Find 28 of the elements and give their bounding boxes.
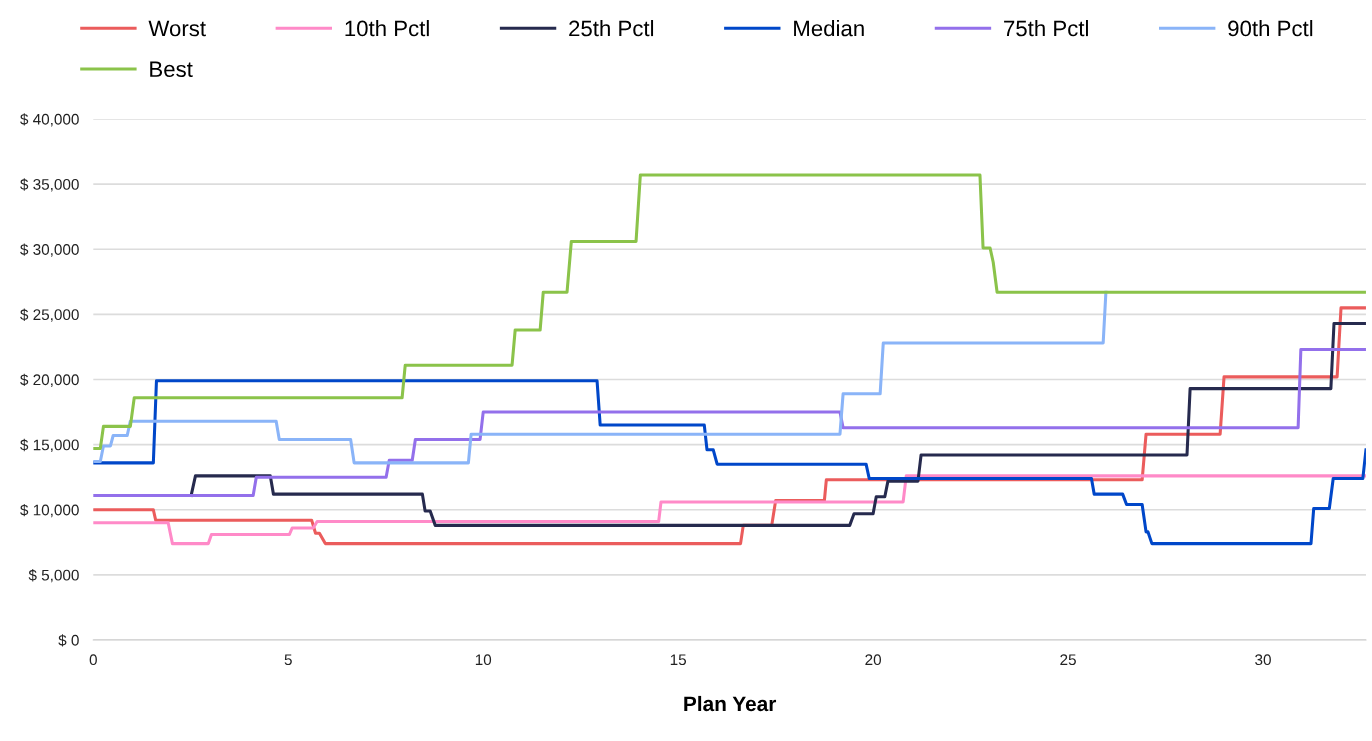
line-series	[93, 348, 1366, 497]
x-tick-label: 5	[284, 654, 292, 666]
legend-label: 10th Pctl	[345, 20, 429, 37]
legend-label: 90th Pctl	[1228, 20, 1313, 37]
line-series	[93, 173, 1366, 451]
y-tick-label: $ 35,000	[20, 178, 79, 192]
legend-label: 75th Pctl	[1004, 20, 1088, 37]
legend-label: Worst	[148, 20, 206, 37]
x-tick-label: 10	[475, 654, 492, 666]
y-tick-label: $ 15,000	[20, 438, 79, 453]
y-tick-label: $ 25,000	[20, 308, 79, 322]
line-series	[93, 379, 1366, 546]
x-tick-label: 20	[865, 654, 882, 666]
y-tick-label: $ 40,000	[20, 113, 79, 127]
x-tick-label: 30	[1255, 654, 1271, 666]
legend-label: Median	[794, 20, 864, 37]
y-tick-label: $ 0	[58, 634, 79, 647]
y-tick-label: $ 10,000	[20, 503, 79, 518]
x-axis-title: Plan Year	[684, 695, 777, 712]
y-tick-label: $ 5,000	[28, 569, 79, 583]
x-tick-label: 0	[89, 654, 97, 666]
y-tick-label: $ 30,000	[20, 243, 79, 257]
legend-label: Best	[150, 61, 193, 78]
legend-label: 25th Pctl	[569, 20, 654, 37]
y-tick-label: $ 20,000	[20, 373, 79, 387]
x-tick-label: 25	[1060, 654, 1076, 666]
x-tick-label: 15	[670, 654, 687, 666]
line-series	[189, 321, 1366, 527]
